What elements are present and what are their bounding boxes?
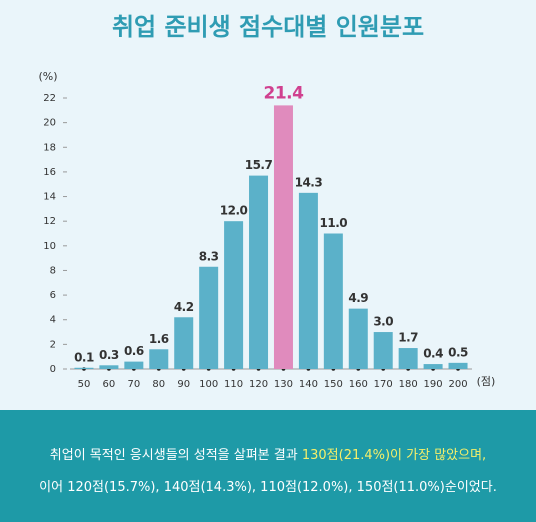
y-tick-label: 6	[50, 290, 56, 301]
y-tick-label: 8	[50, 265, 56, 276]
x-tick-label: 60	[103, 379, 116, 390]
note-band	[0, 410, 536, 522]
note-line: 이어 120점(15.7%), 140점(14.3%), 110점(12.0%)…	[39, 480, 497, 495]
x-tick-label: 160	[349, 379, 368, 390]
y-axis-label: (%)	[38, 70, 57, 83]
data-label: 15.7	[245, 158, 273, 172]
bar	[348, 308, 368, 369]
data-label: 0.5	[448, 345, 468, 359]
x-tick-label: 70	[127, 379, 140, 390]
y-tick-label: 20	[43, 118, 56, 129]
bar	[323, 233, 343, 369]
x-tick-label: 80	[152, 379, 165, 390]
data-label: 11.0	[320, 216, 348, 230]
data-label: 0.4	[423, 347, 443, 361]
bar	[423, 364, 443, 369]
x-tick-label: 90	[177, 379, 190, 390]
y-tick-label: 12	[43, 216, 56, 227]
data-label: 0.6	[124, 344, 144, 358]
bar	[249, 175, 269, 369]
bar	[448, 362, 468, 369]
data-label: 1.7	[398, 331, 418, 345]
bar	[149, 349, 169, 369]
data-label: 4.2	[174, 300, 194, 314]
note-text: 이어 120점(15.7%), 140점(14.3%), 110점(12.0%)…	[39, 480, 497, 495]
x-tick-label: 200	[448, 379, 467, 390]
data-label: 4.9	[348, 291, 368, 305]
data-label: 0.1	[74, 350, 94, 364]
data-label: 8.3	[199, 249, 219, 263]
note-text: 130점(21.4%)이 가장 많았으며,	[302, 448, 486, 463]
data-label: 12.0	[220, 204, 248, 218]
bar	[124, 361, 144, 369]
x-tick-label: 140	[299, 379, 318, 390]
note-line: 취업이 목적인 응시생들의 성적을 살펴본 결과 130점(21.4%)이 가장…	[50, 448, 486, 463]
y-tick-label: 10	[43, 241, 56, 252]
bar	[373, 332, 393, 369]
data-label: 14.3	[295, 175, 323, 189]
data-label: 21.4	[263, 83, 304, 103]
x-axis-label: (점)	[477, 375, 496, 388]
bar	[74, 367, 94, 369]
x-tick-label: 180	[399, 379, 418, 390]
bar	[99, 365, 119, 369]
y-tick-label: 0	[50, 364, 56, 375]
bar	[398, 348, 418, 369]
x-tick-label: 50	[78, 379, 91, 390]
data-label: 1.6	[149, 332, 169, 346]
data-label: 0.3	[99, 348, 119, 362]
bar	[273, 105, 293, 370]
y-tick-label: 16	[43, 167, 56, 178]
x-tick-label: 100	[199, 379, 218, 390]
bar	[174, 317, 194, 369]
y-tick-label: 18	[43, 142, 56, 153]
y-tick-label: 4	[50, 315, 56, 326]
x-tick-label: 130	[274, 379, 293, 390]
x-tick-label: 190	[424, 379, 443, 390]
y-tick-label: 2	[50, 339, 56, 350]
note-text: 취업이 목적인 응시생들의 성적을 살펴본 결과	[50, 448, 302, 463]
y-tick-label: 22	[43, 93, 56, 104]
x-tick-label: 110	[224, 379, 243, 390]
x-tick-label: 170	[374, 379, 393, 390]
x-tick-label: 150	[324, 379, 343, 390]
y-tick-label: 14	[43, 192, 56, 203]
bar	[224, 221, 244, 369]
bar	[199, 266, 219, 369]
bar	[298, 192, 318, 369]
x-tick-label: 120	[249, 379, 268, 390]
data-label: 3.0	[373, 315, 393, 329]
chart-title: 취업 준비생 점수대별 인원분포	[112, 13, 424, 41]
